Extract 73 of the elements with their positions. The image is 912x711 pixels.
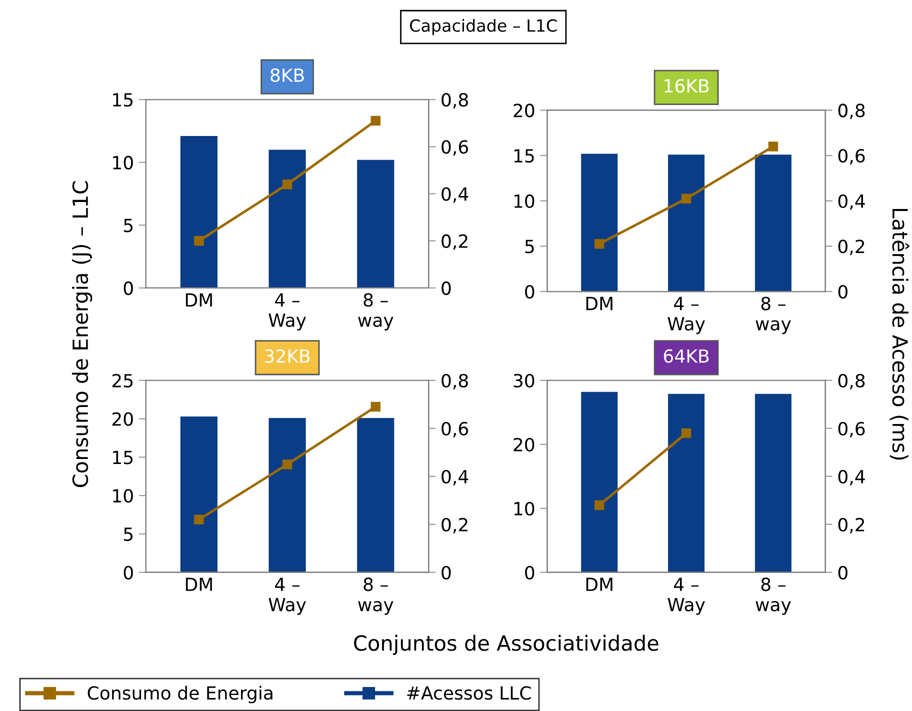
point — [282, 460, 292, 470]
x-tick-label: 8 – way — [756, 578, 791, 615]
x-tick-label: 4 – Way — [668, 296, 705, 334]
y-tick-label: 0 — [525, 284, 534, 299]
point — [370, 116, 380, 126]
y-tick-label: 10 — [113, 489, 133, 503]
bar — [180, 136, 218, 288]
y-axis-title: Consumo de Energia (J) – L1C — [72, 181, 92, 488]
y-tick-label: 5 — [124, 528, 133, 542]
chart-title: 8KB — [270, 68, 304, 82]
bar — [268, 150, 306, 288]
x-axis-title: Conjuntos de Associatividade — [354, 634, 658, 655]
y-tick-label: 10 — [514, 502, 534, 516]
point — [681, 194, 692, 204]
point — [194, 236, 204, 246]
legend-label: Consumo de Energia — [88, 686, 272, 704]
point — [594, 239, 604, 249]
y2-axis-title: Latência de Acesso (ms) — [890, 208, 910, 460]
x-tick-label: 8 – way — [756, 296, 791, 334]
y-tick-label: 15 — [113, 450, 133, 464]
y-tick-label: 25 — [112, 374, 133, 388]
y2-tick-label: 0,2 — [442, 234, 468, 250]
y2-tick-label: 0,8 — [838, 104, 865, 120]
y2-tick-label: 0,6 — [442, 140, 468, 156]
bar — [357, 160, 394, 288]
y-tick-label: 5 — [124, 218, 133, 232]
point — [768, 142, 778, 152]
point — [194, 514, 204, 524]
x-tick-label: 8 – way — [358, 293, 394, 331]
y-tick-label: 0 — [525, 566, 534, 580]
y2-tick-label: 0,4 — [838, 470, 865, 486]
y2-tick-label: 0 — [838, 284, 848, 299]
y-tick-label: 15 — [113, 93, 133, 107]
y2-tick-label: 0,4 — [442, 187, 468, 203]
point — [370, 402, 380, 412]
legend-label: #Acessos LLC — [407, 686, 531, 700]
y2-tick-label: 0,6 — [838, 148, 865, 164]
y-tick-label: 0 — [124, 566, 133, 580]
chart-title: 16KB — [664, 79, 709, 93]
y-tick-label: 0 — [124, 281, 133, 296]
y2-tick-label: 0,2 — [838, 240, 864, 256]
y-tick-label: 10 — [514, 194, 534, 208]
y2-tick-label: 0 — [442, 281, 451, 296]
y-tick-label: 20 — [514, 104, 534, 118]
y-tick-label: 20 — [112, 412, 133, 426]
y2-tick-label: 0,8 — [442, 374, 468, 390]
chart-title: 64KB — [664, 349, 709, 363]
y2-tick-label: 0,6 — [838, 422, 865, 438]
y2-tick-label: 0 — [838, 566, 848, 580]
y-tick-label: 10 — [113, 156, 133, 170]
point — [282, 179, 292, 190]
y2-tick-label: 0 — [442, 566, 451, 580]
x-tick-label: 4 – Way — [268, 293, 306, 331]
y2-tick-label: 0,4 — [442, 470, 468, 486]
x-tick-label: 8 – way — [358, 578, 394, 615]
y-tick-label: 15 — [514, 149, 534, 163]
y2-tick-label: 0,8 — [838, 374, 865, 390]
x-tick-label: DM — [586, 296, 612, 310]
y2-tick-label: 0,6 — [442, 422, 468, 438]
chart-title: 32KB — [265, 349, 310, 363]
y2-tick-label: 0,2 — [442, 518, 468, 534]
x-tick-label: DM — [186, 293, 212, 307]
y-tick-label: 20 — [514, 438, 534, 452]
y2-tick-label: 0,4 — [838, 194, 865, 210]
y-tick-label: 30 — [514, 374, 534, 388]
x-tick-label: DM — [186, 578, 212, 591]
x-tick-label: 4 – Way — [268, 578, 306, 615]
y-tick-label: 5 — [525, 240, 534, 254]
x-tick-label: DM — [586, 578, 612, 591]
y2-tick-label: 0,8 — [442, 93, 468, 108]
x-tick-label: 4 – Way — [668, 578, 705, 615]
y2-tick-label: 0,2 — [838, 518, 864, 534]
text: Capacidade – L1C — [410, 18, 557, 36]
